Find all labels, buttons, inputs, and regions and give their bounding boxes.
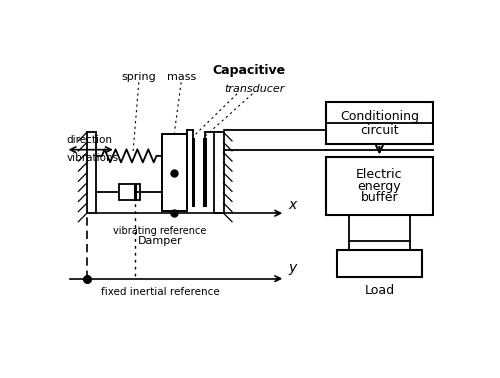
Text: spring: spring — [122, 72, 156, 82]
Text: transducer: transducer — [224, 84, 284, 94]
Bar — [203, 138, 207, 208]
Bar — [214, 132, 224, 213]
Text: fixed inertial reference: fixed inertial reference — [100, 287, 220, 297]
Text: Conditioning: Conditioning — [340, 110, 419, 124]
Bar — [337, 250, 422, 277]
Text: circuit: circuit — [360, 124, 399, 137]
Text: Electric: Electric — [356, 168, 403, 181]
Text: $y$: $y$ — [288, 262, 298, 277]
Bar — [192, 138, 196, 208]
Bar — [326, 157, 434, 215]
Text: Capacitive: Capacitive — [212, 64, 285, 76]
Bar — [87, 132, 97, 213]
Text: buffer: buffer — [360, 191, 399, 204]
Bar — [118, 184, 140, 200]
Text: vibrating reference: vibrating reference — [114, 226, 206, 235]
Text: energy: energy — [358, 180, 402, 193]
Bar — [326, 102, 434, 144]
Text: Load: Load — [364, 284, 394, 297]
Text: $x$: $x$ — [288, 198, 298, 212]
Text: mass: mass — [166, 72, 196, 82]
Bar — [162, 134, 187, 211]
Text: vibrations: vibrations — [66, 153, 118, 163]
Text: direction: direction — [66, 135, 112, 145]
Text: Damper: Damper — [138, 236, 183, 246]
